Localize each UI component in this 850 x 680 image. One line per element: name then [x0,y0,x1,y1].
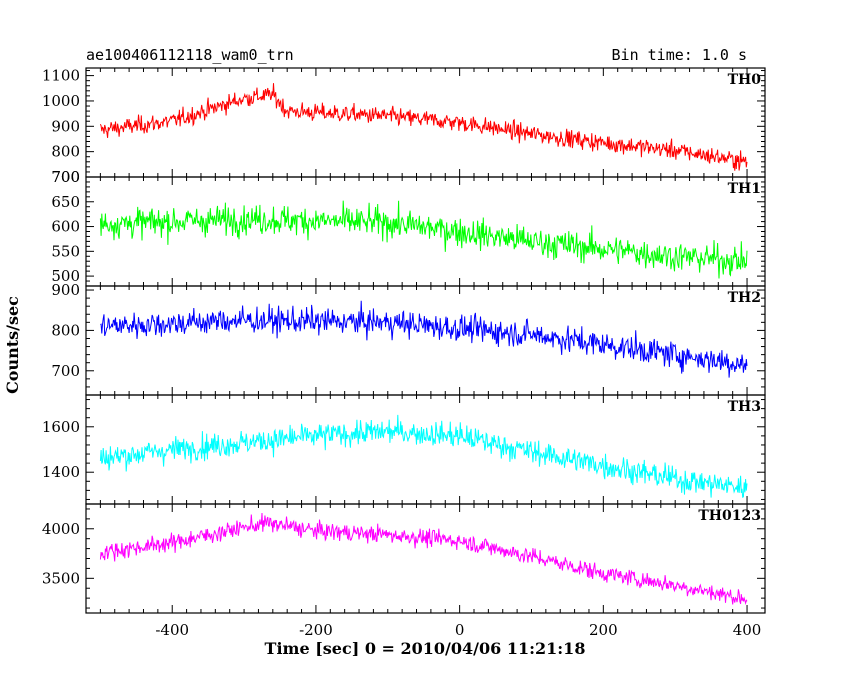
series-th1-line [99,200,748,279]
panel-frame [85,503,766,614]
x-tick-label: -200 [299,621,333,639]
y-tick-label: 550 [51,242,80,260]
series-th3-line [99,414,748,499]
y-tick-label: 700 [51,168,80,186]
y-tick-label: 900 [51,281,80,299]
series-th2-line [100,300,748,378]
panel-label: TH0123 [698,508,761,524]
y-tick-label: 800 [51,143,80,161]
y-tick-label: 700 [51,168,80,186]
y-axis-label: Counts/sec [3,296,22,394]
panel-th1: TH1 500 550 600 650 700 [51,168,766,287]
panel-label: TH3 [728,399,761,415]
panels: TH070080090010001100TH1500550600650700TH… [42,67,766,639]
panel-th2: TH2 700 800 900 [51,281,766,396]
y-tick-label: 1100 [42,67,80,85]
y-tick-label: 1400 [42,463,80,481]
x-tick-label: -400 [155,621,189,639]
chart-title: ae100406112118_wam0_trn [86,46,294,64]
x-tick-label: 200 [589,621,618,639]
y-tick-label: 1000 [42,92,80,110]
panel-frame [85,285,766,396]
y-tick-label: 500 [51,267,80,285]
x-tick-label: 400 [733,621,762,639]
panel-th3: TH3 1400 1600 [42,394,766,505]
y-tick-label: 600 [51,218,80,236]
series-th0-line [99,83,748,171]
y-tick-label: 650 [51,193,80,211]
panel-frame [85,67,766,178]
bin-time-label: Bin time: 1.0 s [612,46,747,64]
y-tick-label: 800 [51,321,80,339]
panel-th0: TH0 700 800 900 1000 1100 [42,67,766,186]
y-tick-label: 1600 [42,418,80,436]
panel-label: TH0 [728,72,762,88]
series-th0123-line [99,512,748,606]
panel-th0123: TH0123 3500 4000 -400 -200 0 200 400 [42,503,766,639]
panel-label: TH1 [728,181,761,197]
panel-label: TH2 [728,290,761,306]
y-tick-label: 700 [51,362,80,380]
y-tick-label: 3500 [42,569,80,587]
y-tick-label: 4000 [42,520,80,538]
x-axis-label: Time [sec] 0 = 2010/04/06 11:21:18 [265,639,586,658]
x-tick-label: 0 [455,621,465,639]
y-tick-label: 900 [51,117,80,135]
